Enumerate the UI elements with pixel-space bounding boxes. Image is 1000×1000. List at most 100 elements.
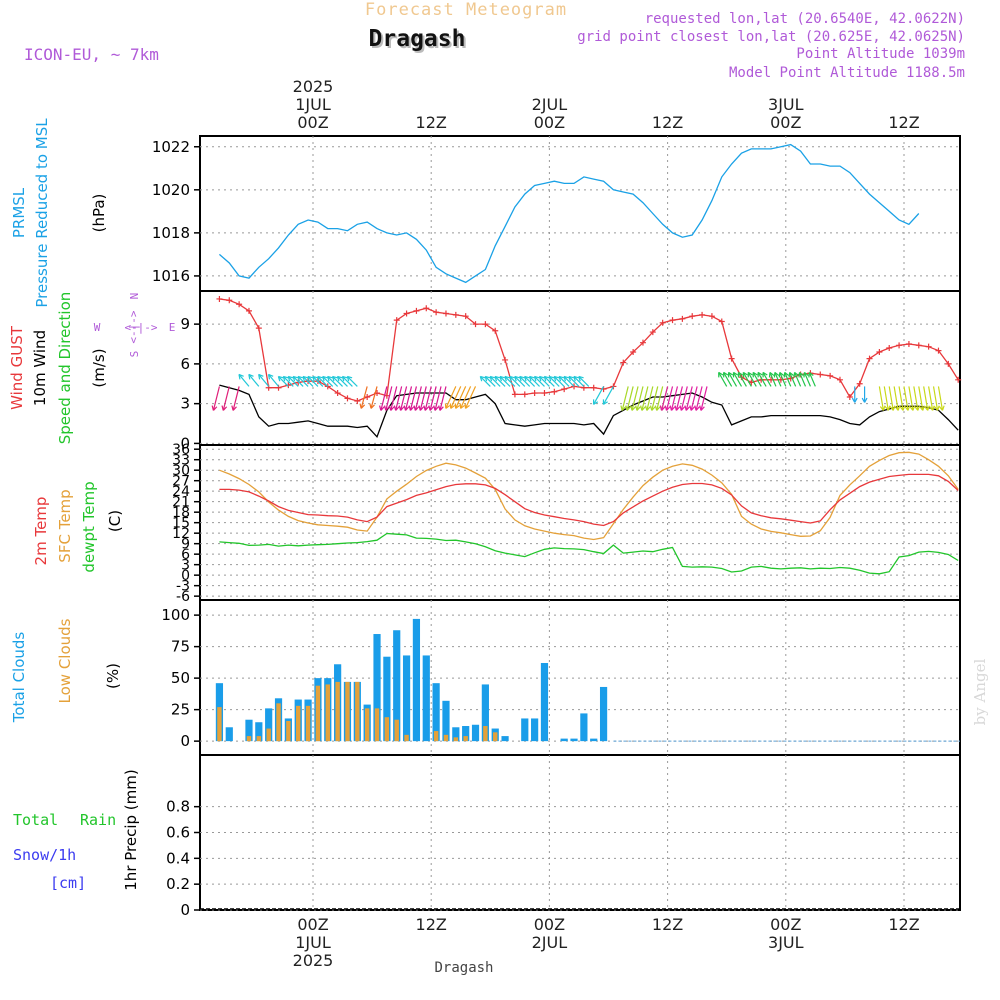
panel-frame-clouds [199,599,961,756]
wind-direction-arrow [238,374,250,387]
wind-direction-arrow [700,386,708,411]
wind-direction-arrow-head [494,375,501,382]
wind-direction-arrow [414,386,422,411]
wind-direction-arrow [302,375,314,387]
gust-marker [245,307,252,314]
y-tick-label: 33 [172,453,190,469]
gust-marker [541,390,548,397]
wind-direction-arrow [913,386,919,411]
wind-direction-arrow-head [659,405,666,411]
total-label: Total [13,811,58,829]
wind-direction-arrow [248,374,260,387]
gust-marker [452,311,459,318]
total-cloud-bar [599,686,608,742]
wind-direction-arrow-head [248,373,254,380]
wind-direction-arrow-head [592,399,599,405]
wind-direction-arrow [898,386,904,411]
wind-direction-arrow-head [644,405,651,411]
wind-direction-arrow [307,375,319,387]
total-cloud-bar [245,719,253,742]
wind-direction-arrow [514,375,526,387]
wind-direction-arrow [322,375,334,387]
wind-direction-arrow [626,386,634,411]
gust-marker [551,388,558,395]
pressure-line [218,143,920,284]
wind-direction-arrow-head [742,371,748,378]
wind-direction-arrow-head [861,397,868,403]
wind-direction-arrow-head [899,405,906,411]
wind-direction-arrow-head [602,399,608,405]
wind-direction-arrow-head [851,397,858,403]
wind-direction-arrow-head [514,375,520,382]
total-cloud-bar [422,655,430,742]
wind-direction-arrow [464,386,477,409]
gust-marker [659,319,666,326]
low-cloud-bar [483,726,488,742]
wind-direction-arrow [529,375,540,387]
wind-direction-arrow [732,372,742,387]
bottom-hour-label: 00Z [770,915,801,934]
wind-direction-arrow [728,372,738,387]
bottom-day-label: 3JUL [768,933,804,952]
y-tick-label: 0.6 [166,824,190,842]
chart-marks [200,143,962,910]
wind-direction-arrow-head [408,405,415,411]
wind-direction-arrow-head [563,375,569,382]
wind-direction-arrow [385,386,393,411]
y-tick-label: 0 [180,434,190,452]
low-cloud-bar [335,681,340,742]
wind-direction-arrow-head [528,375,535,382]
total-cloud-bar [501,736,509,742]
gust-marker [817,371,824,378]
gridpoint-coords: grid point closest lon,lat (20.625E, 42.… [577,29,965,45]
bottom-hour-label: 00Z [534,915,565,934]
t2m-label: 2m Temp [32,497,50,566]
wind-direction-arrow [434,386,442,411]
gust-marker [639,339,646,346]
wind-direction-arrow [399,386,408,411]
gust-marker [630,348,637,355]
wind-direction-arrow-head [312,375,318,382]
gust-marker [226,297,233,304]
clouds-unit-label: (%) [104,663,122,689]
wind-direction-arrow [573,375,585,387]
wind-direction-arrow-head [449,403,456,409]
wind-direction-arrow-head [553,375,560,382]
gust-marker [521,391,528,398]
wind-direction-arrow-head [369,403,375,409]
wind-direction-arrow-head [803,371,809,378]
gust-line [219,298,959,402]
total-cloud-bar [590,738,598,742]
low-clouds-label: Low Clouds [56,618,74,703]
y-tick-label: 0 [180,732,190,750]
wind-direction-arrow-head [538,375,545,382]
wind-direction-arrow [332,375,343,387]
gust-marker [590,384,597,391]
temp-unit-label: (C) [106,510,124,532]
wind-direction-arrow-head [359,403,366,409]
wind-direction-arrow-head [317,375,323,382]
gust-marker [344,395,351,402]
wind-direction-arrow [690,386,698,411]
wind-direction-arrow [479,375,491,387]
wind-direction-arrow [346,375,358,387]
grid-lines [200,136,960,911]
low-cloud-bar [364,708,370,742]
wind-direction-arrow-head [904,405,911,411]
y-tick-label: 24 [172,484,190,500]
wind-direction-arrow [212,386,221,411]
y-tick-label: 0.2 [166,875,190,893]
y-tick-label: 3 [180,395,190,413]
y-tick-label: 1016 [152,267,190,285]
wind-direction-arrow-head [664,405,671,411]
wind-direction-arrow-head [649,405,656,411]
wind-direction-arrow [918,386,924,411]
wind-direction-arrow-head [322,375,328,382]
gust-marker [433,309,440,316]
prmsl-desc-label: Pressure Reduced to MSL [33,118,51,308]
wind-direction-arrow-head [464,403,470,409]
wind-direction-arrow-head [383,405,390,411]
prmsl-label: PRMSL [10,187,28,238]
wind-direction-arrow-head [654,405,661,411]
